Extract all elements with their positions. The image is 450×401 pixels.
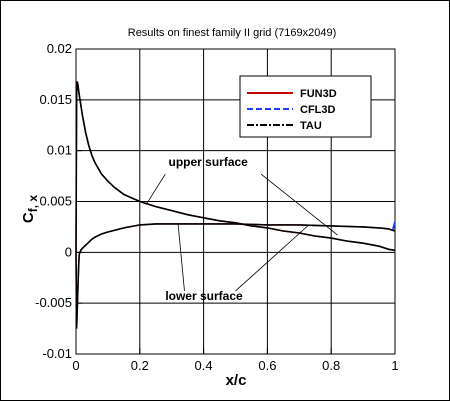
- leader-line: [177, 223, 185, 292]
- x-tick-label: 1: [391, 358, 398, 373]
- curves: [75, 81, 396, 329]
- x-tick-label: 0.6: [258, 358, 276, 373]
- y-axis-label: Cf, x: [20, 195, 40, 224]
- lower-surface-fun3d-line: [75, 223, 396, 329]
- annotation-label: lower surface: [165, 289, 243, 303]
- y-axis-label-main: C: [20, 212, 37, 223]
- chart-title: Results on finest family II grid (7169x2…: [128, 27, 337, 39]
- legend-label: FUN3D: [300, 88, 337, 100]
- leader-line: [260, 173, 338, 236]
- y-tick-label: 0.005: [39, 194, 72, 209]
- y-tick-label: 0: [65, 244, 72, 259]
- y-tick-label: -0.01: [42, 346, 72, 361]
- y-axis-label-sub: f, x: [26, 195, 40, 213]
- leader-line: [145, 173, 166, 205]
- legend-label: TAU: [300, 120, 322, 132]
- y-tick-label: 0.01: [47, 143, 72, 158]
- x-tick-labels: 0 0.2 0.4 0.6 0.8 1: [72, 358, 398, 373]
- legend-box: [239, 75, 372, 138]
- x-tick-label: 0.4: [195, 358, 213, 373]
- lower-surface-tau-line: [75, 223, 396, 329]
- y-tick-label: 0.015: [39, 92, 72, 107]
- y-tick-labels: -0.01 -0.005 0 0.005 0.01 0.015 0.02: [35, 41, 72, 361]
- leader-line: [235, 224, 310, 292]
- svg-text:Cf, x: Cf, x: [20, 195, 40, 224]
- y-tick-label: -0.005: [35, 295, 72, 310]
- x-tick-label: 0.8: [322, 358, 340, 373]
- cfl3d-trailing-edge-mark: [391, 221, 396, 231]
- x-axis-label: x/c: [226, 372, 247, 389]
- legend-label: CFL3D: [300, 104, 336, 116]
- x-tick-label: 0: [72, 358, 79, 373]
- annotation-leaders: [145, 173, 338, 292]
- annotation-label: upper surface: [169, 155, 249, 169]
- legend: FUN3D CFL3D TAU: [239, 75, 372, 138]
- annotations: upper surface lower surface: [165, 155, 248, 303]
- upper-surface-tau-line: [75, 81, 396, 253]
- x-tick-label: 0.2: [131, 358, 149, 373]
- y-tick-label: 0.02: [47, 41, 72, 56]
